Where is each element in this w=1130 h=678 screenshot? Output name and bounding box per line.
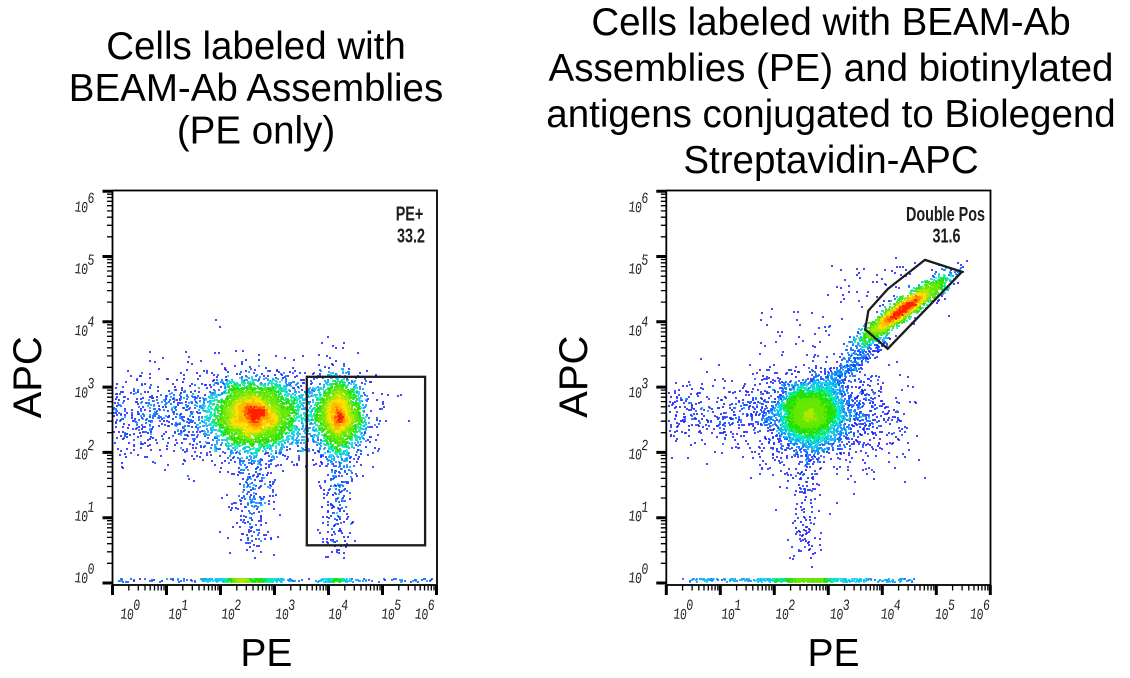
svg-text:103: 103 (628, 375, 649, 404)
svg-text:102: 102 (220, 597, 241, 626)
svg-text:106: 106 (74, 190, 95, 219)
svg-text:105: 105 (628, 252, 649, 281)
svg-text:31.6: 31.6 (932, 224, 960, 247)
svg-text:101: 101 (628, 499, 649, 528)
svg-text:Streptavidin-APC: Streptavidin-APC (683, 139, 978, 182)
svg-text:101: 101 (167, 597, 188, 626)
svg-text:PE: PE (807, 632, 859, 675)
svg-text:PE: PE (240, 632, 292, 675)
svg-text:APC: APC (552, 336, 596, 418)
svg-text:106: 106 (414, 597, 435, 626)
svg-text:PE+: PE+ (396, 202, 424, 225)
svg-text:101: 101 (720, 597, 741, 626)
svg-text:102: 102 (628, 437, 649, 466)
svg-text:Assemblies (PE) and biotinylat: Assemblies (PE) and biotinylated (549, 47, 1114, 90)
svg-text:Cells labeled with: Cells labeled with (106, 25, 406, 68)
svg-text:102: 102 (74, 437, 95, 466)
svg-text:Double Pos: Double Pos (906, 202, 985, 225)
svg-text:BEAM-Ab Assemblies: BEAM-Ab Assemblies (69, 67, 443, 110)
svg-text:APC: APC (6, 336, 50, 418)
svg-text:105: 105 (934, 597, 955, 626)
svg-text:103: 103 (829, 597, 850, 626)
svg-text:102: 102 (774, 597, 795, 626)
svg-text:104: 104 (880, 597, 901, 626)
svg-text:100: 100 (628, 561, 649, 590)
svg-text:100: 100 (672, 597, 693, 626)
svg-text:101: 101 (74, 499, 95, 528)
svg-text:103: 103 (274, 597, 295, 626)
svg-text:104: 104 (628, 314, 649, 343)
svg-text:104: 104 (74, 314, 95, 343)
svg-text:106: 106 (628, 190, 649, 219)
svg-text:33.2: 33.2 (397, 224, 425, 247)
svg-text:104: 104 (327, 597, 348, 626)
svg-text:antigens conjugated to Biolege: antigens conjugated to Biolegend (546, 93, 1115, 136)
svg-text:100: 100 (74, 561, 95, 590)
svg-text:105: 105 (74, 252, 95, 281)
svg-text:106: 106 (969, 597, 990, 626)
svg-text:103: 103 (74, 375, 95, 404)
svg-text:(PE only): (PE only) (177, 110, 335, 153)
svg-text:Cells labeled with BEAM-Ab: Cells labeled with BEAM-Ab (591, 1, 1070, 44)
svg-text:105: 105 (380, 597, 401, 626)
svg-text:100: 100 (119, 597, 140, 626)
